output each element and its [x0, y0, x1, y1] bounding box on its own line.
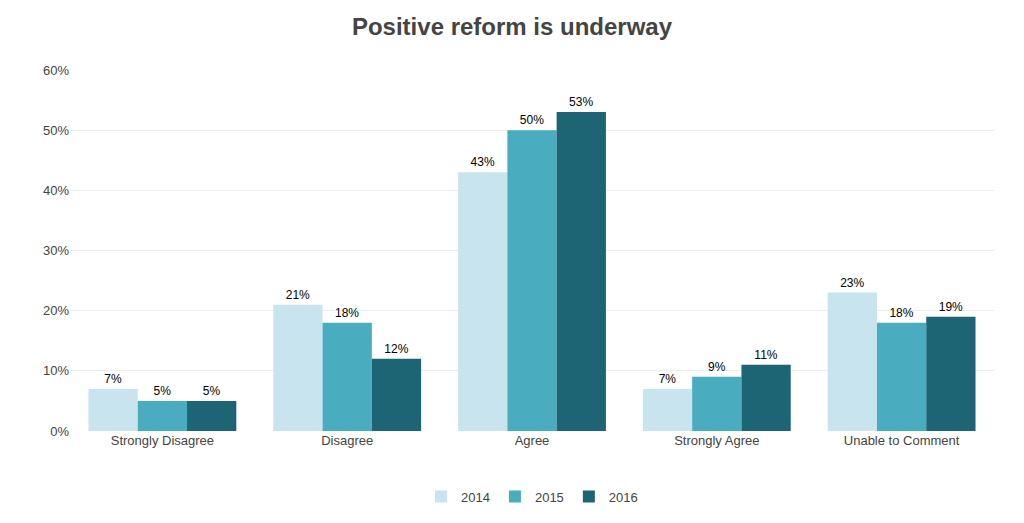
svg-text:5%: 5% — [154, 384, 172, 398]
svg-text:0%: 0% — [50, 424, 69, 439]
svg-text:50%: 50% — [520, 113, 544, 127]
svg-text:40%: 40% — [43, 183, 69, 198]
svg-text:Strongly Agree: Strongly Agree — [674, 433, 759, 448]
svg-text:53%: 53% — [569, 95, 593, 109]
svg-text:Strongly Disagree: Strongly Disagree — [111, 433, 214, 448]
svg-text:20%: 20% — [43, 303, 69, 318]
svg-text:Disagree: Disagree — [321, 433, 373, 448]
svg-text:50%: 50% — [43, 123, 69, 138]
svg-text:7%: 7% — [659, 372, 677, 386]
svg-text:19%: 19% — [939, 300, 963, 314]
svg-text:2014: 2014 — [461, 490, 490, 505]
svg-text:18%: 18% — [889, 306, 913, 320]
svg-text:43%: 43% — [471, 155, 495, 169]
svg-text:2016: 2016 — [609, 490, 638, 505]
svg-text:5%: 5% — [203, 384, 221, 398]
svg-text:23%: 23% — [840, 276, 864, 290]
svg-text:30%: 30% — [43, 243, 69, 258]
svg-text:7%: 7% — [104, 372, 122, 386]
svg-text:Positive reform is underway: Positive reform is underway — [352, 13, 673, 40]
svg-text:18%: 18% — [335, 306, 359, 320]
svg-text:Agree: Agree — [515, 433, 550, 448]
svg-text:60%: 60% — [43, 63, 69, 78]
svg-text:12%: 12% — [384, 342, 408, 356]
svg-text:Unable to Comment: Unable to Comment — [844, 433, 960, 448]
svg-text:21%: 21% — [286, 288, 310, 302]
svg-text:10%: 10% — [43, 363, 69, 378]
svg-text:2015: 2015 — [535, 490, 564, 505]
svg-text:9%: 9% — [708, 360, 726, 374]
svg-text:11%: 11% — [754, 348, 777, 362]
